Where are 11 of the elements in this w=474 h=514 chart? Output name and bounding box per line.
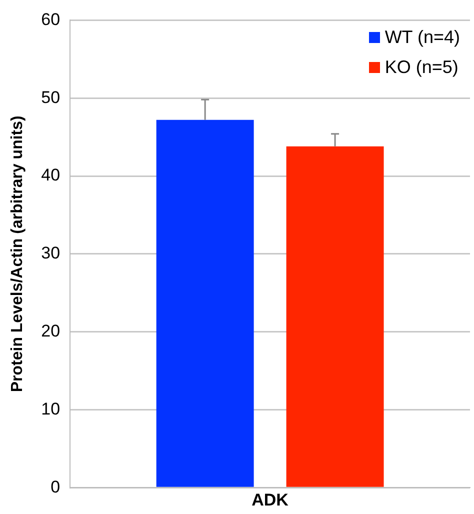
- y-tick-label: 20: [41, 321, 60, 340]
- y-axis-title: Protein Levels/Actin (arbitrary units): [9, 116, 26, 392]
- y-tick-label: 60: [41, 10, 60, 29]
- y-tick-label: 50: [41, 88, 60, 107]
- x-tick-label: ADK: [252, 490, 290, 510]
- y-tick-label: 10: [41, 399, 60, 418]
- y-tick-label: 0: [50, 477, 60, 496]
- legend-label: KO (n=5): [384, 56, 458, 80]
- legend-label: WT (n=4): [384, 26, 460, 50]
- y-tick-label: 30: [41, 244, 60, 263]
- y-tick-label: 40: [41, 166, 60, 185]
